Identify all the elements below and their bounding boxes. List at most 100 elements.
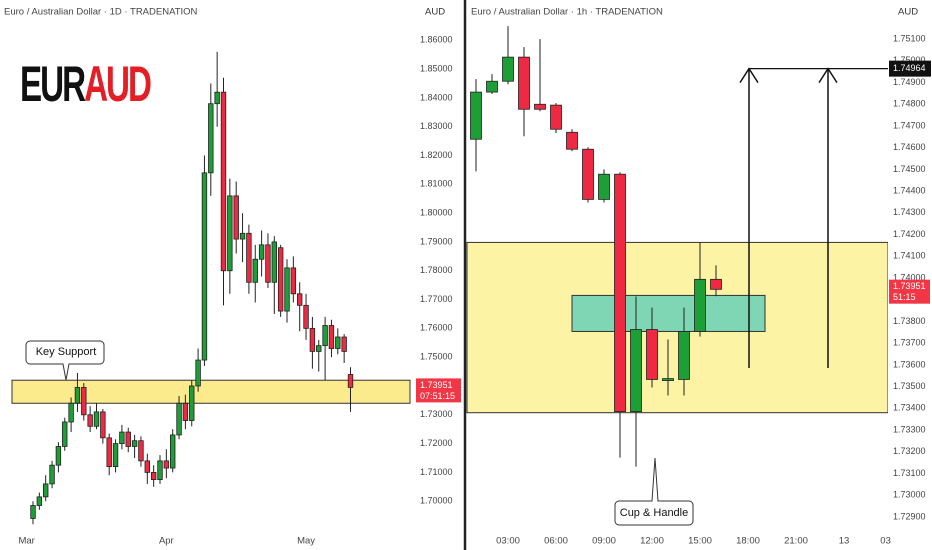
candle-body [335,336,341,349]
candle-body [316,345,322,352]
y-tick-label: 1.73200 [893,446,926,456]
candle-body [100,411,106,439]
candle-body [55,446,62,466]
candle-body [486,80,498,93]
candle-body [290,267,297,295]
candle-body [87,414,93,427]
currency: AUD [898,7,918,18]
y-tick-label: 1.72900 [893,511,926,521]
axis-background [888,0,932,550]
y-tick-label: 1.73600 [893,359,926,369]
candle-body [277,247,284,312]
x-tick-label: Apr [159,536,174,547]
y-tick-label: 1.72000 [420,438,453,448]
annotation: Cup & Handle [620,507,689,519]
candle-body [214,91,220,105]
x-tick-label: 13 [839,536,850,547]
candle-body [347,374,354,388]
y-tick-label: 1.74800 [893,99,926,109]
candle-body [265,244,271,283]
candle-body [68,402,74,423]
y-tick-label: 1.74100 [893,251,926,261]
y-tick-label: 1.73300 [893,424,926,434]
candle-body [239,232,246,240]
candle-body [646,329,658,380]
currency: AUD [425,7,445,18]
candle-body [176,402,182,436]
candle-body [150,471,157,480]
y-tick-label: 1.73400 [893,403,926,413]
candle-body [550,104,562,130]
y-tick-label: 1.74400 [893,186,926,196]
x-tick-label: 18:00 [736,536,760,547]
candle-body [630,329,642,413]
candle-body [62,421,68,447]
candle-body [534,103,546,110]
y-tick-label: 1.75000 [893,55,926,65]
candle-body [81,387,87,416]
chart-title: Euro / Australian Dollar · 1D · TRADENAT… [4,7,198,18]
y-tick-label: 1.85000 [420,64,453,74]
candle-body [662,378,674,381]
price-axis: 1.72900 1.73000 1.73100 1.73200 1.73300 1.734… [888,0,932,550]
callout [25,340,105,381]
x-tick-label: 03 [880,536,891,547]
y-tick-label: 1.81000 [420,179,453,189]
target-label: 1.74964 [893,63,926,73]
candle-body [678,331,690,380]
logo: EURAUD [20,56,151,112]
candle-body [252,258,258,283]
candle-body [74,387,81,404]
candle-body [36,496,43,506]
y-tick-label: 1.84000 [420,92,453,102]
candle-body [208,103,214,174]
y-tick-label: 1.74700 [893,120,926,130]
y-tick-label: 1.73000 [893,490,926,500]
countdown: 07:51:15 [420,391,455,401]
x-tick-label: 03:00 [496,536,520,547]
y-tick-label: 1.74500 [893,164,926,174]
candle-body [566,131,578,150]
countdown: 51:15 [893,292,916,302]
candle-body [614,173,626,413]
callout [614,457,694,526]
y-tick-label: 1.73000 [420,409,453,419]
y-tick-label: 1.74900 [893,77,926,87]
y-tick-label: 1.70000 [420,496,453,506]
target-label-bg [889,60,931,77]
candle-body [328,325,335,349]
candle-body [284,267,290,312]
y-tick-label: 1.83000 [420,121,453,131]
candle-body [598,173,610,200]
candle-body [694,278,706,332]
candle-body [710,278,722,290]
y-tick-label: 1.73800 [893,316,926,326]
x-tick-label: Mar [18,536,34,547]
candle-body [106,437,112,468]
candle-body [309,327,316,352]
y-tick-label: 1.71000 [420,467,453,477]
candle-body [502,56,514,82]
zone [571,294,766,332]
logo-quote: AUD [84,56,151,112]
last-price-label: 1.73951 [893,281,926,291]
candle-body [303,304,309,329]
candle-body [163,460,170,469]
candle-body [233,195,239,240]
candle-body [144,460,150,473]
candle-body [112,443,119,468]
candle-body [582,148,594,200]
candle-body [169,434,176,469]
y-tick-label: 1.74600 [893,142,926,152]
candle-body [246,232,252,283]
y-tick-label: 1.76000 [420,323,453,333]
candle-body [258,244,265,260]
candle-body [49,464,55,485]
candle-body [43,483,49,498]
annotation: Key Support [36,346,97,358]
candle-body [131,440,138,447]
candle-body [195,359,201,387]
x-tick-label: 21:00 [784,536,808,547]
y-tick-label: 1.74000 [893,272,926,282]
